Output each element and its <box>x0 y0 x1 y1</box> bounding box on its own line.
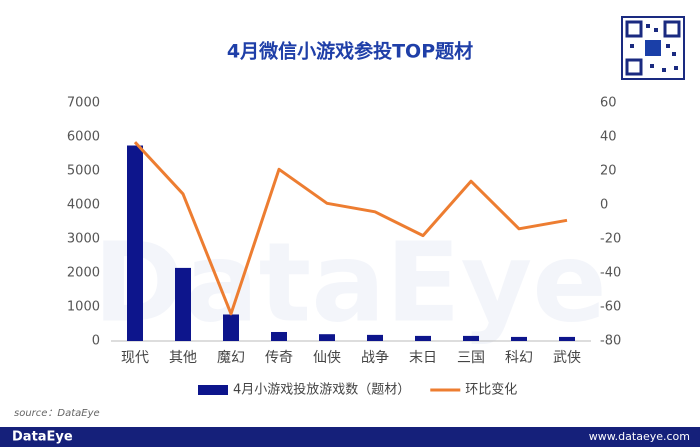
line <box>133 141 568 316</box>
bar <box>271 331 287 341</box>
x-tick-label: 三国 <box>457 350 485 366</box>
y2-tick-label: -20 <box>600 232 621 247</box>
y2-tick-label: -80 <box>600 334 621 349</box>
y-tick-label: 0 <box>92 334 100 349</box>
x-tick-label: 战争 <box>361 350 389 366</box>
y2-tick-label: 40 <box>600 130 617 145</box>
y2-tick-label: 20 <box>600 164 617 179</box>
y2-tick-label: -40 <box>600 266 621 281</box>
bar <box>559 336 575 341</box>
bar <box>223 314 239 341</box>
legend-label: 4月小游戏投放游戏数（题材） <box>233 382 410 398</box>
legend-swatch <box>198 385 228 395</box>
y-tick-label: 7000 <box>67 96 100 111</box>
y2-tick-label: 0 <box>600 198 608 213</box>
y-tick-label: 6000 <box>67 130 100 145</box>
x-tick-label: 武侠 <box>553 350 581 366</box>
footer-bar <box>0 427 700 447</box>
bar <box>127 145 143 341</box>
x-tick-label: 传奇 <box>265 349 293 366</box>
watermark: DataEye <box>93 218 607 346</box>
source: source：DataEye <box>14 408 100 419</box>
bar <box>319 334 335 341</box>
x-tick-label: 末日 <box>409 350 437 366</box>
bar <box>463 335 479 341</box>
bar <box>367 334 383 341</box>
x-tick-label: 科幻 <box>505 350 533 366</box>
qr-code <box>621 16 685 80</box>
y-tick-label: 1000 <box>67 300 100 315</box>
bar <box>511 336 527 341</box>
bar <box>415 335 431 341</box>
x-tick-label: 魔幻 <box>217 350 245 366</box>
footer-logo: DataEye <box>12 430 73 445</box>
y2-tick-label: -60 <box>600 300 621 315</box>
y-tick-label: 3000 <box>67 232 100 247</box>
x-tick-label: 仙侠 <box>313 350 341 366</box>
x-tick-label: 现代 <box>121 350 149 366</box>
x-tick-label: 其他 <box>169 350 197 366</box>
y-tick-label: 4000 <box>67 198 100 213</box>
y-tick-label: 2000 <box>67 266 100 281</box>
y2-tick-label: 60 <box>600 96 617 111</box>
y-tick-label: 5000 <box>67 164 100 179</box>
legend-label: 环比变化 <box>465 382 517 398</box>
chart-title: 4月微信小游戏参投TOP题材 <box>227 40 473 63</box>
footer-url: www.dataeye.com <box>589 430 690 443</box>
bar <box>175 267 191 341</box>
